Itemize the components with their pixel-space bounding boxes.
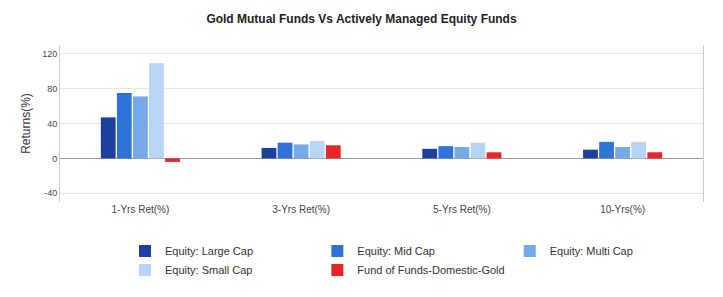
svg-text:Gold Mutual Funds Vs Actively: Gold Mutual Funds Vs Actively Managed Eq… <box>206 12 517 26</box>
svg-text:-40: -40 <box>44 188 57 198</box>
svg-text:40: 40 <box>47 119 57 129</box>
svg-text:3-Yrs Ret(%): 3-Yrs Ret(%) <box>272 204 330 215</box>
svg-text:0: 0 <box>52 154 57 164</box>
svg-text:Fund of Funds-Domestic-Gold: Fund of Funds-Domestic-Gold <box>357 264 504 276</box>
svg-text:1-Yrs Ret(%): 1-Yrs Ret(%) <box>111 204 169 215</box>
svg-text:5-Yrs Ret(%): 5-Yrs Ret(%) <box>433 204 491 215</box>
svg-text:80: 80 <box>47 84 57 94</box>
svg-text:Equity: Multi Cap: Equity: Multi Cap <box>550 245 633 257</box>
svg-text:Equity: Mid Cap: Equity: Mid Cap <box>357 245 435 257</box>
svg-text:Equity: Small Cap: Equity: Small Cap <box>165 264 252 276</box>
svg-text:120: 120 <box>42 49 57 59</box>
svg-text:10-Yrs(%): 10-Yrs(%) <box>600 204 645 215</box>
svg-text:Returns(%): Returns(%) <box>19 93 33 154</box>
svg-text:Equity: Large Cap: Equity: Large Cap <box>165 245 253 257</box>
